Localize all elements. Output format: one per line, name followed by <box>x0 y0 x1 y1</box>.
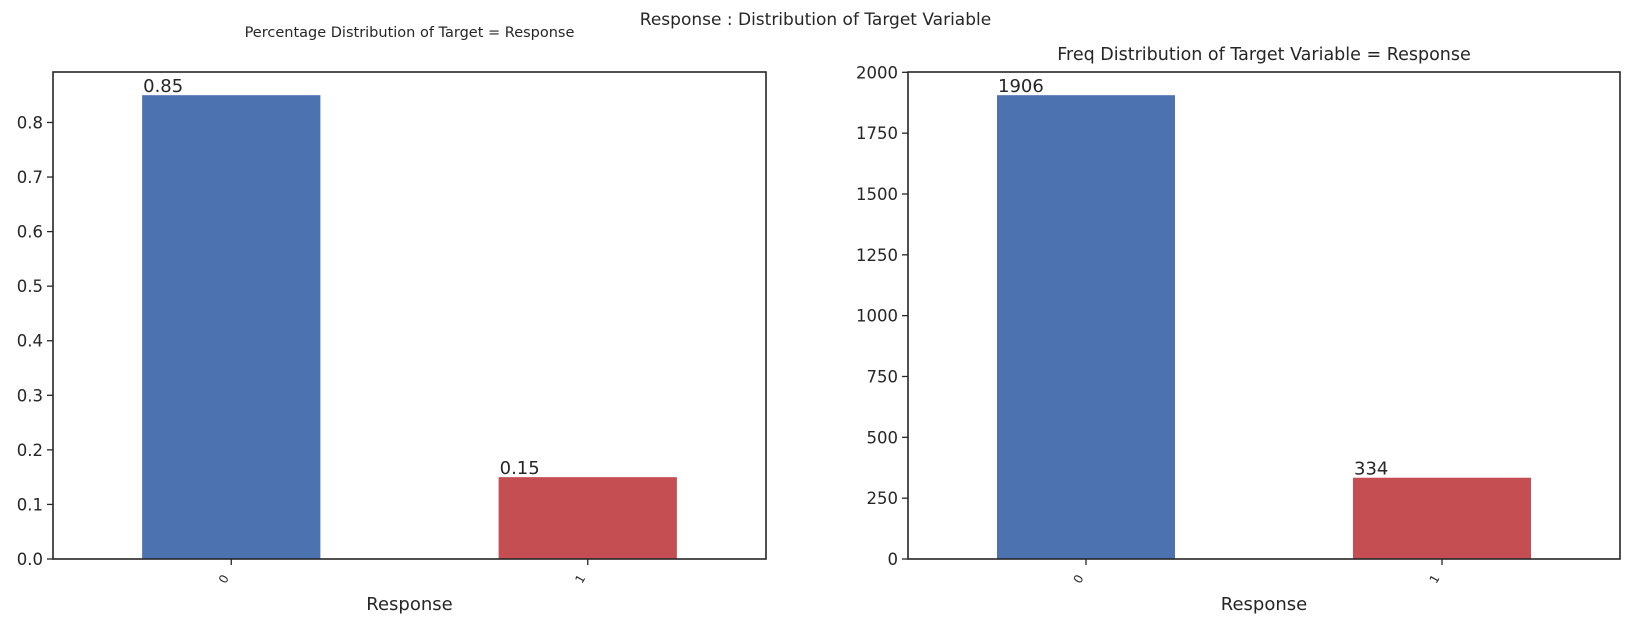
y-tick-label: 0.3 <box>17 386 43 405</box>
y-tick-label: 1000 <box>856 307 898 326</box>
bar-value-label: 1906 <box>998 76 1044 97</box>
y-tick-label: 0.6 <box>17 223 43 242</box>
x-tick-label: 0 <box>216 572 232 586</box>
plot-frame <box>52 71 767 560</box>
chart-2: Freq Distribution of Target Variable = R… <box>856 45 1621 615</box>
bar-value-label: 334 <box>1354 459 1388 480</box>
bar-0 <box>997 95 1175 559</box>
y-tick-label: 0.4 <box>17 332 43 351</box>
y-tick-label: 500 <box>867 428 899 447</box>
bar-value-label: 0.85 <box>143 76 183 97</box>
chart-title: Percentage Distribution of Target = Resp… <box>245 25 575 41</box>
figure-suptitle: Response : Distribution of Target Variab… <box>639 10 992 30</box>
x-tick-label: 0 <box>1071 572 1087 586</box>
bar-value-label: 0.15 <box>500 458 540 479</box>
bar-0 <box>142 95 321 559</box>
x-axis-label: Response <box>1221 594 1307 615</box>
bar-1 <box>498 477 677 559</box>
x-axis-label: Response <box>366 594 452 615</box>
y-tick-label: 0.5 <box>17 277 43 296</box>
plot-frame <box>907 71 1621 560</box>
y-tick-label: 0.2 <box>17 441 43 460</box>
x-tick-label: 1 <box>572 572 588 586</box>
bar-1 <box>1353 477 1531 559</box>
y-tick-label: 0.1 <box>17 495 43 514</box>
y-tick-label: 1500 <box>856 185 898 204</box>
y-tick-label: 2000 <box>856 63 898 82</box>
y-tick-label: 250 <box>867 489 899 508</box>
chart-1: Percentage Distribution of Target = Resp… <box>17 25 767 615</box>
y-tick-label: 0.8 <box>17 113 43 132</box>
y-tick-label: 1250 <box>856 246 898 265</box>
y-tick-label: 0 <box>888 550 899 569</box>
x-tick-label: 1 <box>1427 572 1443 586</box>
y-tick-label: 0.0 <box>17 550 43 569</box>
y-tick-label: 1750 <box>856 124 898 143</box>
y-tick-label: 750 <box>867 367 899 386</box>
y-tick-label: 0.7 <box>17 168 43 187</box>
chart-title: Freq Distribution of Target Variable = R… <box>1057 45 1471 65</box>
